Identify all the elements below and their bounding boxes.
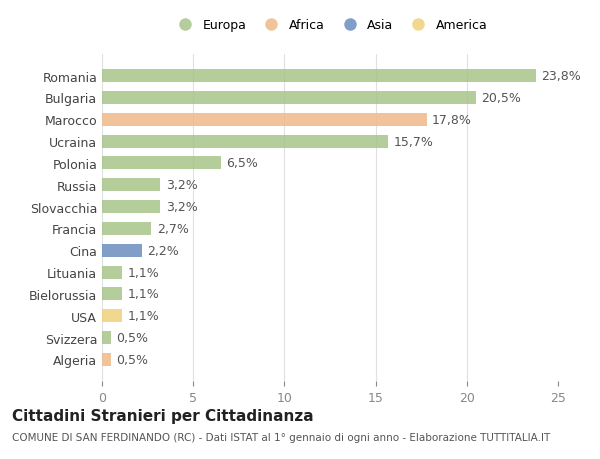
Text: 6,5%: 6,5%	[226, 157, 258, 170]
Bar	[102, 266, 122, 279]
Text: 3,2%: 3,2%	[166, 201, 197, 213]
Bar	[102, 244, 142, 257]
Text: 17,8%: 17,8%	[432, 113, 472, 127]
Bar	[102, 201, 160, 214]
Bar	[102, 179, 160, 192]
Text: 2,7%: 2,7%	[157, 223, 188, 235]
Bar	[102, 222, 151, 235]
Text: 23,8%: 23,8%	[542, 70, 581, 83]
Text: 1,1%: 1,1%	[128, 288, 159, 301]
Bar	[102, 353, 111, 366]
Text: 3,2%: 3,2%	[166, 179, 197, 192]
Legend: Europa, Africa, Asia, America: Europa, Africa, Asia, America	[172, 19, 488, 32]
Text: COMUNE DI SAN FERDINANDO (RC) - Dati ISTAT al 1° gennaio di ogni anno - Elaboraz: COMUNE DI SAN FERDINANDO (RC) - Dati IST…	[12, 432, 550, 442]
Bar	[102, 309, 122, 323]
Bar	[102, 113, 427, 127]
Bar	[102, 92, 476, 105]
Bar	[102, 70, 536, 83]
Text: 1,1%: 1,1%	[128, 266, 159, 279]
Text: 0,5%: 0,5%	[116, 331, 149, 344]
Bar	[102, 288, 122, 301]
Text: 15,7%: 15,7%	[394, 135, 434, 148]
Text: 20,5%: 20,5%	[481, 92, 521, 105]
Text: 2,2%: 2,2%	[148, 244, 179, 257]
Text: 0,5%: 0,5%	[116, 353, 149, 366]
Bar	[102, 135, 388, 148]
Bar	[102, 157, 221, 170]
Text: Cittadini Stranieri per Cittadinanza: Cittadini Stranieri per Cittadinanza	[12, 408, 314, 423]
Bar	[102, 331, 111, 344]
Text: 1,1%: 1,1%	[128, 309, 159, 323]
